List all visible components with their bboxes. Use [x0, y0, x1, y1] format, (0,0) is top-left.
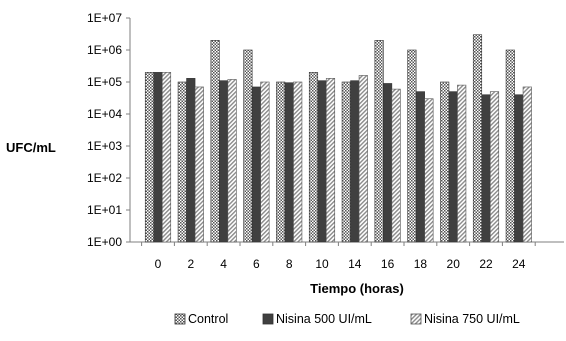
- y-tick-label: 1E+07: [87, 11, 122, 25]
- labels-layer: 1E+00 1E+01 1E+02 1E+03 1E+04 1E+05 1E+06 1E+07…: [87, 11, 526, 271]
- bar-nisina-750: [391, 88, 401, 243]
- x-tick-label: 16: [381, 257, 395, 271]
- bar-nisina-500: [383, 83, 393, 243]
- bar-control: [243, 49, 253, 243]
- bar-nisina-750: [522, 86, 532, 243]
- x-tick-label: 14: [348, 257, 362, 271]
- legend-label-nisina-750: Nisina 750 UI/mL: [424, 312, 520, 326]
- bar-nisina-750: [457, 84, 467, 243]
- y-tick-label: 1E+00: [87, 235, 122, 249]
- y-tick-label: 1E+05: [87, 75, 122, 89]
- x-tick-label: 10: [315, 257, 329, 271]
- bar-nisina-750: [293, 81, 303, 243]
- bar-control: [210, 40, 220, 243]
- bar-nisina-500: [284, 82, 294, 243]
- bar-control: [407, 49, 417, 243]
- x-tick-label: 8: [286, 257, 293, 271]
- legend-swatch-nisina-750: [410, 313, 422, 325]
- x-tick-label: 4: [220, 257, 227, 271]
- bar-control: [177, 81, 187, 243]
- x-tick-label: 6: [253, 257, 260, 271]
- bar-control: [505, 49, 515, 243]
- legend-label-nisina-500: Nisina 500 UI/mL: [276, 312, 372, 326]
- bar-nisina-750: [227, 79, 237, 243]
- bars-layer: [144, 34, 532, 243]
- legend-swatch-nisina-500: [262, 313, 274, 325]
- bar-nisina-500: [251, 86, 261, 243]
- x-tick-label: 20: [447, 257, 461, 271]
- x-tick-label: 0: [155, 257, 162, 271]
- y-tick-label: 1E+02: [87, 171, 122, 185]
- bar-control: [374, 40, 384, 243]
- bar-nisina-500: [317, 80, 327, 243]
- bar-nisina-750: [489, 91, 500, 243]
- x-tick-label: 18: [414, 257, 428, 271]
- bar-control: [341, 81, 351, 243]
- bar-nisina-500: [153, 72, 163, 243]
- bar-nisina-500: [219, 80, 229, 243]
- y-tick-label: 1E+06: [87, 43, 122, 57]
- y-tick-label: 1E+01: [87, 203, 122, 217]
- bar-nisina-750: [161, 72, 172, 243]
- y-tick-label: 1E+04: [87, 107, 122, 121]
- bar-nisina-500: [186, 78, 196, 243]
- legend-label-control: Control: [188, 312, 228, 326]
- y-tick-label: 1E+03: [87, 139, 122, 153]
- bar-nisina-750: [424, 98, 434, 243]
- bar-nisina-750: [325, 78, 336, 243]
- bar-control: [144, 72, 155, 243]
- bar-nisina-500: [481, 94, 491, 243]
- bar-control: [308, 72, 319, 243]
- legend: Control Nisina 500 UI/mL Nisina 750 UI/mL: [174, 312, 520, 326]
- bar-control: [472, 34, 483, 243]
- bar-nisina-750: [194, 86, 204, 243]
- bar-nisina-500: [514, 94, 524, 243]
- bar-nisina-500: [415, 91, 425, 243]
- bar-nisina-500: [448, 91, 458, 243]
- bar-nisina-750: [260, 81, 270, 243]
- bar-control: [440, 81, 450, 243]
- x-tick-label: 2: [187, 257, 194, 271]
- bar-nisina-750: [358, 75, 368, 243]
- bar-nisina-500: [350, 80, 360, 243]
- x-tick-label: 24: [512, 257, 526, 271]
- bar-control: [276, 81, 286, 243]
- legend-swatch-control: [174, 313, 186, 325]
- x-tick-label: 22: [479, 257, 493, 271]
- x-axis-title: Tiempo (horas): [310, 281, 404, 296]
- y-axis-title: UFC/mL: [6, 140, 56, 155]
